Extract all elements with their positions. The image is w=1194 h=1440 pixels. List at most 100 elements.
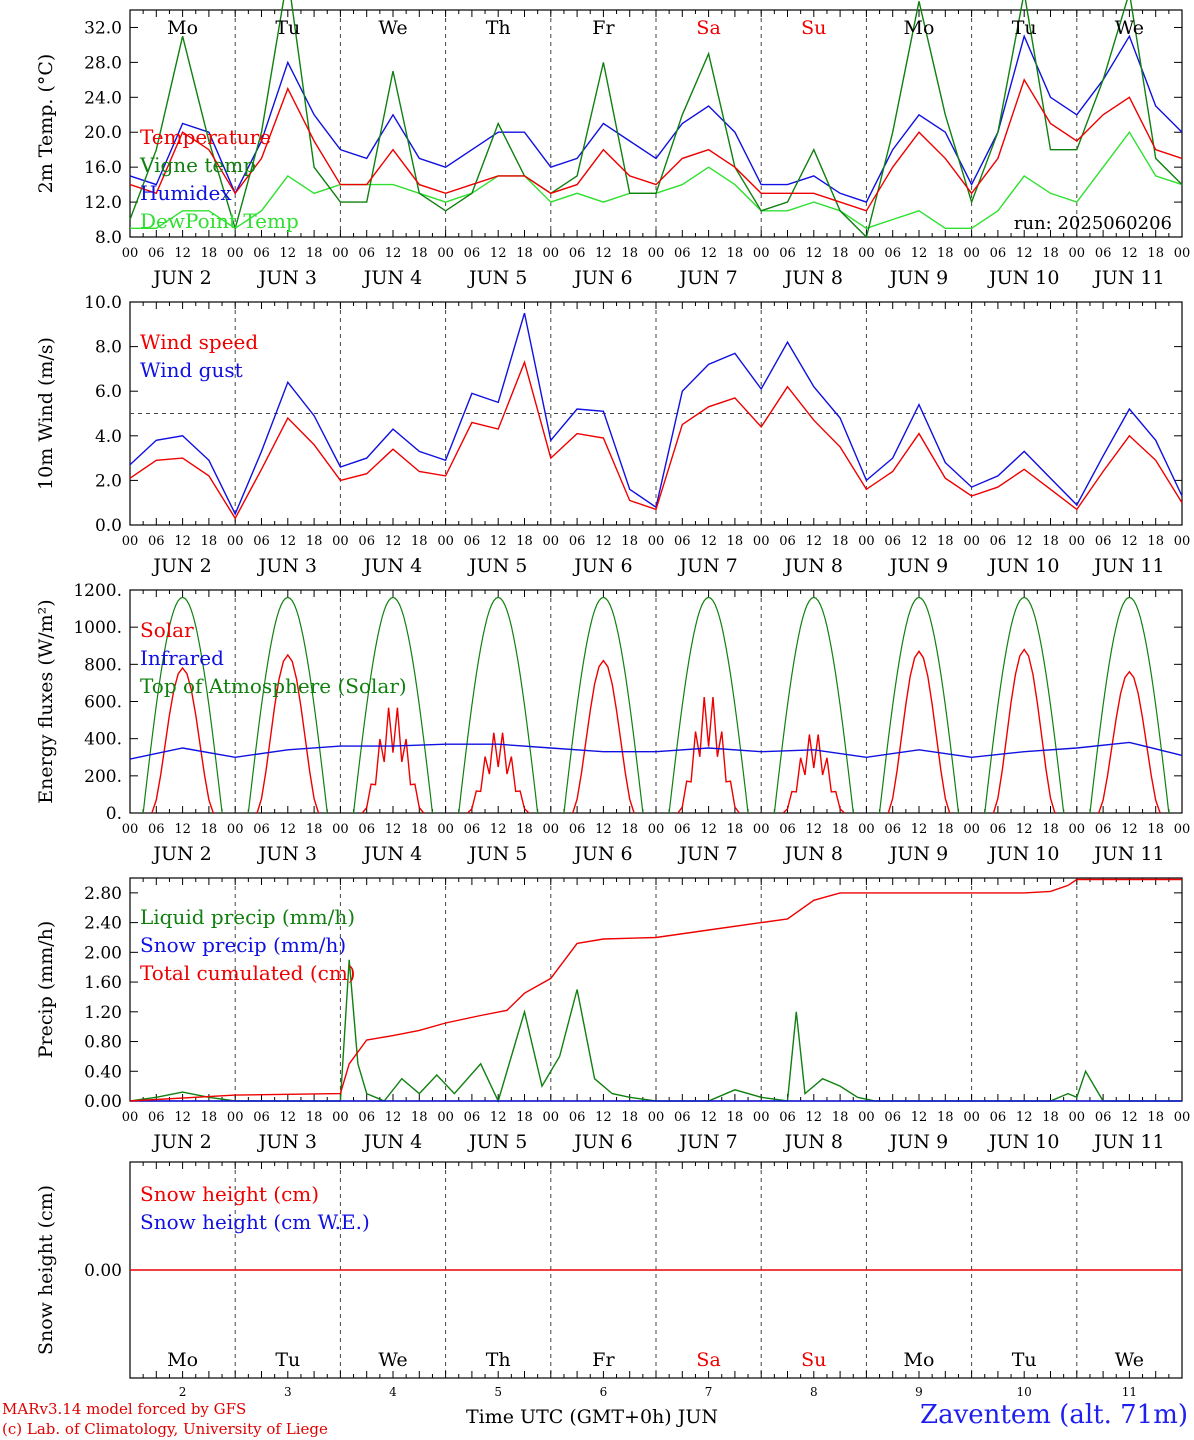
hour-tick-label: 06: [674, 534, 691, 549]
y-tick-label: 800.: [84, 655, 122, 675]
hour-tick-label: 18: [411, 822, 428, 837]
hour-tick-label: 12: [595, 246, 612, 261]
hour-tick-label: 12: [911, 534, 928, 549]
legend-entry: Infrared: [140, 646, 224, 670]
hour-tick-label: 18: [937, 534, 954, 549]
hour-tick-label: 18: [201, 822, 218, 837]
y-tick-label: 600.: [84, 693, 122, 713]
hour-tick-label: 00: [753, 822, 770, 837]
hour-tick-label: 12: [174, 534, 191, 549]
weekday-label: Tu: [275, 1349, 300, 1371]
weekday-label: Su: [801, 1349, 826, 1371]
solar-daily-curve: [1098, 670, 1161, 814]
date-label: JUN 3: [257, 1131, 317, 1153]
date-label: JUN 10: [987, 843, 1059, 865]
weekday-label: Th: [486, 17, 511, 39]
date-number-label: 9: [915, 1385, 923, 1399]
hour-tick-label: 00: [332, 1110, 349, 1125]
hour-tick-label: 00: [648, 1110, 665, 1125]
hour-tick-label: 00: [963, 246, 980, 261]
hour-tick-label: 00: [122, 534, 139, 549]
hour-tick-label: 06: [148, 534, 165, 549]
hour-tick-label: 00: [332, 822, 349, 837]
solar-daily-curve: [467, 732, 530, 814]
hour-tick-label: 12: [174, 1110, 191, 1125]
legend-entry: Top of Atmosphere (Solar): [140, 674, 407, 698]
hour-tick-label: 18: [516, 246, 533, 261]
solar-daily-curve: [992, 648, 1056, 814]
hour-tick-label: 00: [227, 822, 244, 837]
hour-tick-label: 12: [280, 534, 297, 549]
y-tick-label: 200.: [84, 767, 122, 787]
hour-tick-label: 12: [911, 822, 928, 837]
date-label: JUN 7: [677, 555, 737, 577]
hour-tick-label: 06: [569, 822, 586, 837]
model-credit: MARv3.14 model forced by GFS: [2, 1400, 247, 1418]
hour-tick-label: 12: [1121, 534, 1138, 549]
hour-tick-label: 06: [464, 822, 481, 837]
hour-tick-label: 12: [490, 822, 507, 837]
hour-tick-label: 06: [884, 822, 901, 837]
y-tick-label: 1.20: [84, 1003, 122, 1023]
y-tick-label: 0.0: [95, 516, 122, 536]
hour-tick-label: 00: [437, 822, 454, 837]
hour-tick-label: 12: [280, 822, 297, 837]
hour-tick-label: 00: [437, 534, 454, 549]
hour-tick-label: 00: [122, 246, 139, 261]
hour-tick-label: 18: [1042, 1110, 1059, 1125]
hour-tick-label: 18: [201, 246, 218, 261]
hour-tick-label: 06: [358, 534, 375, 549]
hour-tick-label: 18: [516, 1110, 533, 1125]
date-label: JUN 2: [151, 267, 211, 289]
hour-tick-label: 06: [1095, 1110, 1112, 1125]
hour-tick-label: 00: [332, 534, 349, 549]
hour-tick-label: 06: [358, 822, 375, 837]
hour-tick-label: 00: [1174, 1110, 1191, 1125]
hour-tick-label: 00: [648, 534, 665, 549]
hour-tick-label: 12: [385, 246, 402, 261]
hour-tick-label: 06: [358, 246, 375, 261]
hour-tick-label: 12: [911, 246, 928, 261]
toa-solar-arch: [353, 596, 433, 814]
hour-tick-label: 06: [358, 1110, 375, 1125]
date-number-label: 3: [284, 1385, 292, 1399]
y-tick-label: 1200.: [73, 581, 122, 601]
date-number-label: 8: [810, 1385, 818, 1399]
hour-tick-label: 12: [490, 534, 507, 549]
hour-tick-label: 00: [227, 1110, 244, 1125]
hour-tick-label: 18: [516, 822, 533, 837]
y-axis-label: 2m Temp. (°C): [35, 54, 57, 194]
toa-solar-arch: [563, 596, 644, 814]
hour-tick-label: 12: [806, 1110, 823, 1125]
date-label: JUN 4: [362, 843, 422, 865]
hour-tick-label: 12: [385, 822, 402, 837]
legend-entry: DewPoint Temp: [140, 209, 299, 233]
toa-solar-arch: [1089, 596, 1170, 814]
hour-tick-label: 00: [753, 246, 770, 261]
hour-tick-label: 12: [806, 246, 823, 261]
hour-tick-label: 06: [569, 1110, 586, 1125]
hour-tick-label: 06: [674, 1110, 691, 1125]
hour-tick-label: 00: [227, 246, 244, 261]
toa-solar-arch: [458, 596, 539, 814]
hour-tick-label: 06: [884, 246, 901, 261]
date-label: JUN 11: [1092, 555, 1164, 577]
date-number-label: 10: [1017, 1385, 1032, 1399]
hour-tick-label: 18: [621, 1110, 638, 1125]
weekday-label: Mo: [904, 17, 935, 39]
series-line-humidex: [129, 34, 1183, 203]
solar-daily-curve: [782, 734, 845, 814]
hour-tick-label: 18: [937, 246, 954, 261]
hour-tick-label: 00: [437, 246, 454, 261]
hour-tick-label: 06: [464, 246, 481, 261]
hour-tick-label: 12: [1121, 246, 1138, 261]
station-name: Zaventem (alt. 71m): [920, 1400, 1188, 1430]
date-label: JUN 4: [362, 555, 422, 577]
hour-tick-label: 06: [464, 534, 481, 549]
hour-tick-label: 00: [543, 1110, 560, 1125]
y-tick-label: 0.40: [84, 1062, 122, 1082]
hour-tick-label: 18: [201, 534, 218, 549]
legend-entry: Humidex: [140, 181, 232, 205]
hour-tick-label: 06: [990, 534, 1007, 549]
